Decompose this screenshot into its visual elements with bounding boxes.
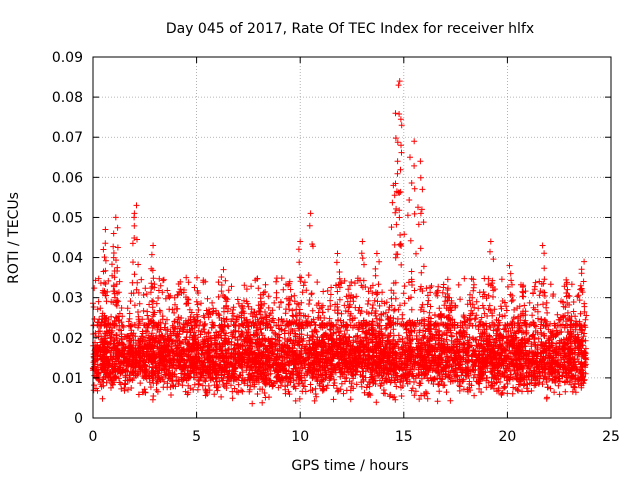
data-point bbox=[245, 323, 252, 330]
data-point bbox=[398, 393, 405, 399]
data-point bbox=[443, 389, 450, 396]
data-point bbox=[575, 381, 582, 388]
data-point bbox=[239, 388, 246, 395]
data-point bbox=[213, 378, 220, 385]
data-point bbox=[142, 334, 149, 341]
data-point bbox=[125, 386, 131, 393]
data-point bbox=[471, 392, 478, 399]
data-point bbox=[344, 327, 351, 334]
data-point bbox=[435, 328, 442, 335]
data-point bbox=[140, 375, 147, 381]
data-point bbox=[232, 327, 238, 334]
data-point bbox=[229, 395, 236, 402]
data-point bbox=[167, 384, 174, 391]
data-point bbox=[581, 330, 588, 337]
data-point bbox=[205, 329, 212, 336]
data-point bbox=[235, 381, 242, 388]
data-point bbox=[395, 345, 402, 352]
data-point bbox=[162, 320, 169, 327]
data-point bbox=[178, 370, 184, 377]
data-point bbox=[447, 397, 454, 404]
data-point bbox=[392, 396, 399, 403]
data-point bbox=[524, 388, 531, 395]
data-point bbox=[178, 315, 185, 321]
data-point bbox=[259, 386, 266, 393]
data-point bbox=[150, 380, 157, 387]
data-point bbox=[221, 383, 228, 390]
data-point bbox=[534, 346, 541, 353]
data-point bbox=[138, 333, 145, 340]
data-point bbox=[161, 378, 168, 385]
data-point bbox=[307, 381, 314, 388]
data-point bbox=[345, 369, 352, 376]
data-point bbox=[534, 329, 541, 336]
data-point bbox=[115, 375, 122, 382]
data-point bbox=[108, 384, 114, 391]
data-point bbox=[229, 388, 236, 395]
data-point bbox=[543, 379, 550, 385]
data-point bbox=[582, 316, 589, 323]
data-point bbox=[330, 396, 337, 403]
data-point bbox=[272, 336, 279, 343]
data-point bbox=[247, 382, 254, 389]
data-point bbox=[348, 380, 355, 387]
data-point bbox=[164, 380, 171, 387]
data-point bbox=[393, 383, 400, 390]
data-point bbox=[309, 387, 316, 393]
data-point bbox=[292, 397, 299, 404]
data-point bbox=[408, 329, 415, 335]
data-point bbox=[296, 395, 303, 402]
data-point bbox=[543, 395, 550, 402]
data-point bbox=[179, 382, 186, 389]
data-point bbox=[275, 317, 282, 323]
data-point bbox=[91, 382, 97, 389]
data-point bbox=[128, 385, 135, 391]
data-point bbox=[555, 382, 562, 389]
data-point bbox=[312, 385, 319, 392]
data-point bbox=[558, 328, 565, 335]
data-point bbox=[341, 331, 348, 337]
data-point bbox=[364, 381, 371, 388]
data-point bbox=[324, 382, 331, 389]
data-points bbox=[90, 78, 590, 407]
data-point bbox=[439, 375, 446, 382]
data-point bbox=[365, 391, 372, 398]
data-point bbox=[546, 375, 553, 382]
data-point bbox=[436, 388, 443, 395]
data-point bbox=[363, 384, 370, 391]
data-point bbox=[190, 386, 197, 393]
data-point bbox=[443, 336, 450, 343]
data-point bbox=[556, 391, 563, 398]
data-point bbox=[284, 382, 291, 389]
data-point bbox=[97, 328, 104, 335]
data-point bbox=[277, 382, 284, 389]
data-point bbox=[137, 380, 144, 387]
data-point bbox=[154, 388, 161, 395]
data-point bbox=[339, 365, 346, 372]
